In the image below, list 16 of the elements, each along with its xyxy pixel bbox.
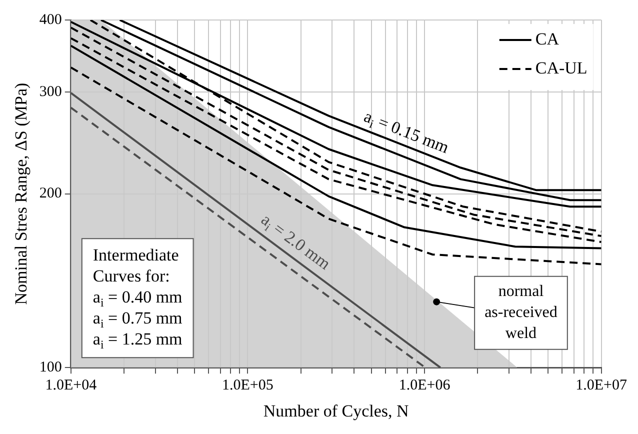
annotation: Intermediate Curves for: xyxy=(92,246,179,286)
x-axis-title: Number of Cycles, N xyxy=(263,401,409,420)
annotation: ai = 0.15 mm xyxy=(361,106,452,158)
x-tick-label: 1.0E+06 xyxy=(398,378,451,394)
y-tick-label: 100 xyxy=(39,360,62,376)
annotation: normal as-received weld xyxy=(484,283,558,342)
legend-label: CA-UL xyxy=(535,58,588,78)
legend-label: CA xyxy=(535,29,560,48)
y-tick-label: 400 xyxy=(39,12,62,28)
x-tick-label: 1.0E+07 xyxy=(576,378,628,394)
y-tick-label: 200 xyxy=(39,186,62,202)
x-tick-label: 1.0E+04 xyxy=(45,378,98,394)
x-tick-label: 1.0E+05 xyxy=(222,378,274,394)
y-axis-title: Nominal Stres Range, ΔS (MPa) xyxy=(12,82,31,305)
y-tick-label: 300 xyxy=(39,84,62,100)
annotation: ai = 2.0 mm xyxy=(258,210,334,274)
